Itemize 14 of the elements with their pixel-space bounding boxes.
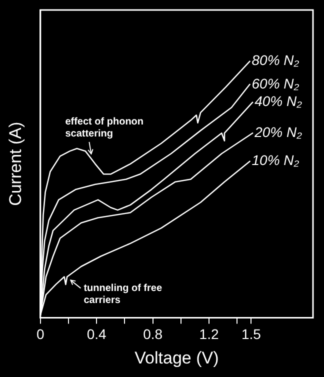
series-label: 40% N₂ bbox=[254, 93, 303, 110]
series-label: 20% N₂ bbox=[254, 124, 303, 140]
x-tick-label: 0.8 bbox=[143, 326, 163, 342]
x-axis-title: Voltage (V) bbox=[134, 348, 219, 368]
x-tick-label: 0 bbox=[36, 326, 44, 342]
series-label: 60% N₂ bbox=[252, 75, 300, 92]
annotation: tunneling of free carriers bbox=[84, 282, 162, 306]
series-label: 10% N₂ bbox=[252, 152, 300, 168]
series-label: 80% N₂ bbox=[252, 52, 300, 68]
y-axis-title: Current (A) bbox=[6, 122, 25, 206]
x-tick-label: 1.2 bbox=[199, 326, 219, 342]
annotation: effect of phonon scattering bbox=[65, 116, 144, 140]
x-tick-label: 1.5 bbox=[241, 326, 262, 342]
x-tick-label: 0.4 bbox=[86, 326, 107, 342]
